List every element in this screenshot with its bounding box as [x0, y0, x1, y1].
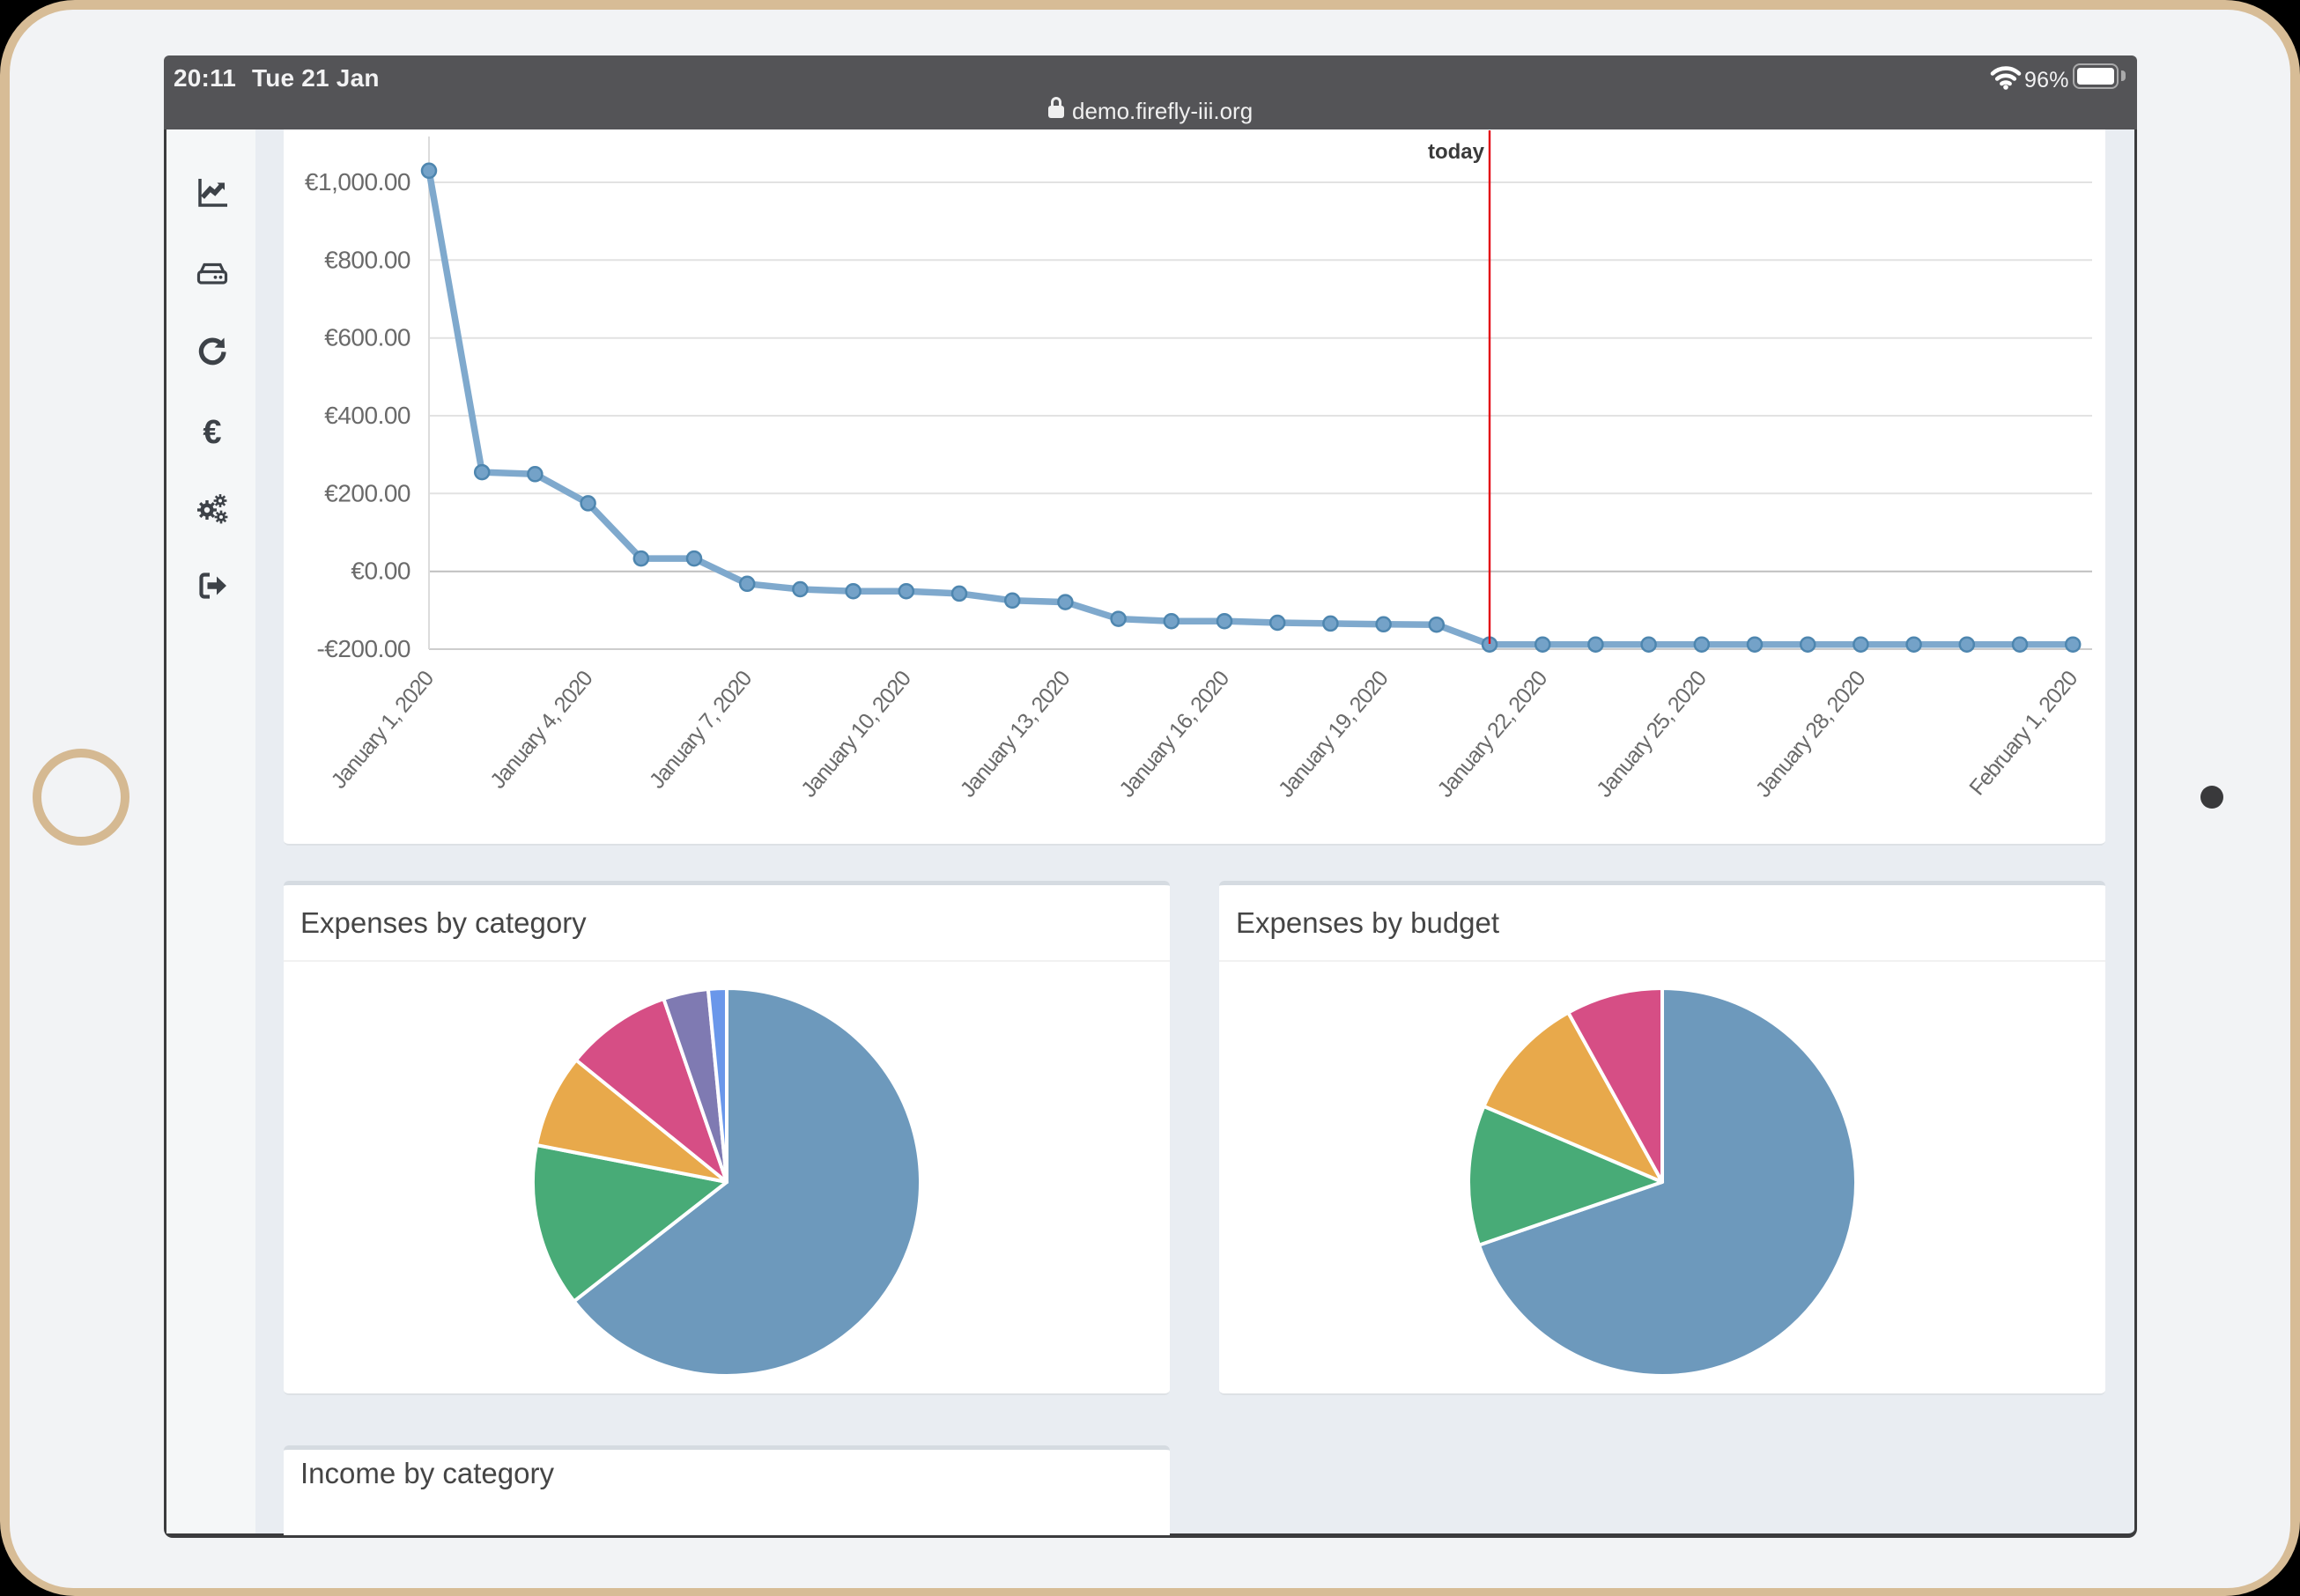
svg-text:€0.00: €0.00 [351, 558, 410, 585]
svg-text:€1,000.00: €1,000.00 [305, 168, 410, 196]
svg-text:January 25, 2020: January 25, 2020 [1592, 667, 1711, 802]
svg-text:January 22, 2020: January 22, 2020 [1432, 667, 1551, 802]
svg-text:January 28, 2020: January 28, 2020 [1751, 667, 1870, 802]
svg-text:January 13, 2020: January 13, 2020 [956, 667, 1075, 802]
svg-text:January 4, 2020: January 4, 2020 [485, 667, 597, 794]
svg-text:January 19, 2020: January 19, 2020 [1274, 667, 1393, 802]
svg-text:€: € [203, 414, 221, 449]
svg-text:€200.00: €200.00 [324, 479, 410, 506]
svg-text:-€200.00: -€200.00 [316, 635, 410, 662]
svg-text:January 16, 2020: January 16, 2020 [1114, 667, 1233, 802]
svg-text:€800.00: €800.00 [324, 246, 410, 273]
svg-text:€400.00: €400.00 [324, 402, 410, 429]
svg-text:€600.00: €600.00 [324, 324, 410, 351]
svg-text:today: today [1428, 140, 1485, 164]
svg-text:February 1, 2020: February 1, 2020 [1964, 667, 2082, 801]
svg-text:January 10, 2020: January 10, 2020 [796, 667, 915, 802]
svg-text:January 7, 2020: January 7, 2020 [645, 667, 757, 794]
svg-text:January 1, 2020: January 1, 2020 [327, 667, 439, 794]
